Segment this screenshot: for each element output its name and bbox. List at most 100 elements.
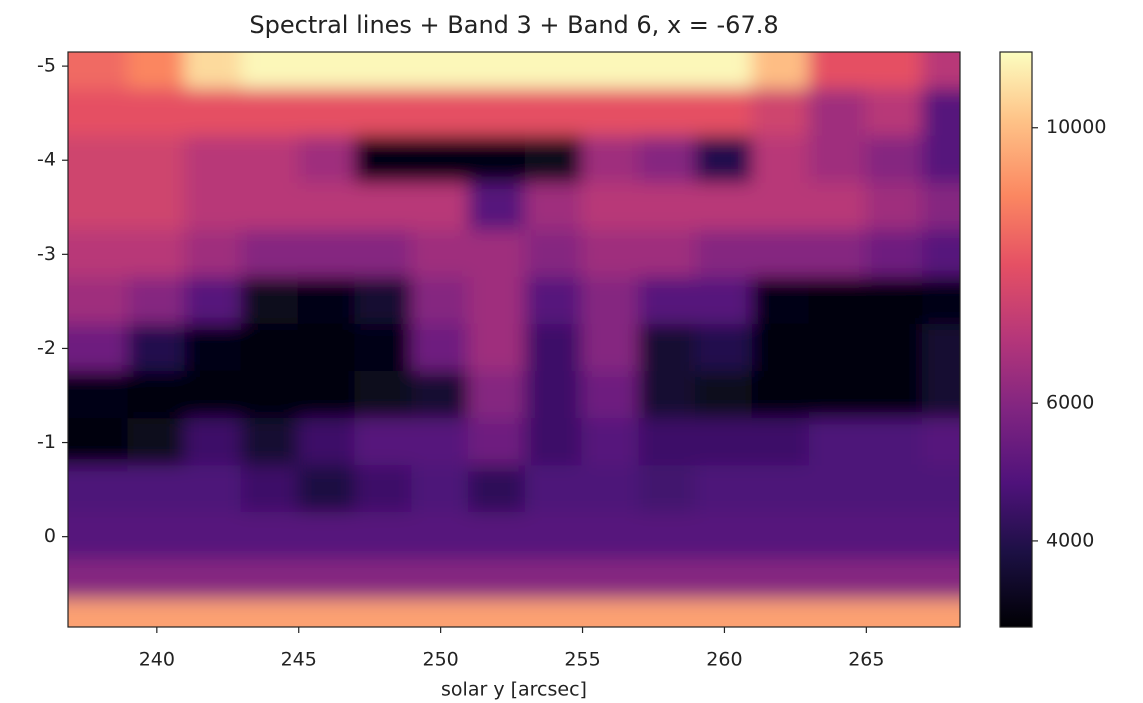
heatmap-cell xyxy=(411,135,471,185)
heatmap-cell xyxy=(411,370,471,421)
heatmap-cell xyxy=(354,512,414,562)
heatmap-cell xyxy=(922,559,960,602)
heatmap-cell xyxy=(411,599,471,627)
heatmap-cell xyxy=(808,276,868,326)
heatmap-cell xyxy=(524,135,584,185)
heatmap-cell xyxy=(695,370,754,421)
heatmap-cell xyxy=(297,465,357,515)
heatmap-cell xyxy=(524,229,584,279)
heatmap-cell xyxy=(695,276,754,326)
heatmap-cell xyxy=(411,88,471,138)
heatmap-cell xyxy=(922,512,960,562)
x-tick-label: 240 xyxy=(139,649,175,671)
heatmap xyxy=(68,52,960,627)
heatmap-cell xyxy=(524,370,584,421)
heatmap-cell xyxy=(922,88,960,138)
heatmap-cell xyxy=(751,465,811,515)
heatmap-cell xyxy=(240,229,300,279)
heatmap-cell xyxy=(524,88,584,138)
chart-title: Spectral lines + Band 3 + Band 6, x = -6… xyxy=(249,11,778,39)
heatmap-cell xyxy=(695,88,754,138)
heatmap-cell xyxy=(297,559,357,602)
heatmap-cell xyxy=(751,135,811,185)
heatmap-cell xyxy=(638,418,698,468)
heatmap-cell xyxy=(354,370,414,421)
heatmap-cell xyxy=(297,182,357,232)
heatmap-cell xyxy=(411,276,471,326)
colorbar-tick-label: 4000 xyxy=(1046,529,1094,551)
heatmap-cell xyxy=(354,599,414,627)
heatmap-cell xyxy=(184,52,243,91)
heatmap-cell xyxy=(468,229,527,279)
heatmap-cell xyxy=(68,370,130,421)
heatmap-cell xyxy=(184,276,243,326)
heatmap-cell xyxy=(184,182,243,232)
heatmap-cell xyxy=(240,465,300,515)
heatmap-cell xyxy=(354,418,414,468)
heatmap-cell xyxy=(524,182,584,232)
heatmap-cell xyxy=(524,52,584,91)
heatmap-cell xyxy=(581,276,641,326)
heatmap-cell xyxy=(695,323,754,373)
heatmap-cell xyxy=(240,599,300,627)
heatmap-cell xyxy=(68,229,130,279)
heatmap-cell xyxy=(354,88,414,138)
x-axis-label: solar y [arcsec] xyxy=(441,679,587,701)
heatmap-cell xyxy=(524,418,584,468)
heatmap-cell xyxy=(184,418,243,468)
heatmap-cell xyxy=(127,323,187,373)
heatmap-cell xyxy=(865,52,925,91)
heatmap-cell xyxy=(354,182,414,232)
heatmap-cell xyxy=(411,182,471,232)
heatmap-cell xyxy=(638,599,698,627)
heatmap-cell xyxy=(411,229,471,279)
heatmap-cell xyxy=(808,88,868,138)
heatmap-cell xyxy=(127,599,187,627)
heatmap-cell xyxy=(127,88,187,138)
heatmap-cell xyxy=(695,229,754,279)
heatmap-cell xyxy=(468,465,527,515)
heatmap-cell xyxy=(68,52,130,91)
heatmap-cell xyxy=(127,512,187,562)
heatmap-cell xyxy=(808,370,868,421)
heatmap-cell xyxy=(581,182,641,232)
heatmap-cell xyxy=(240,52,300,91)
heatmap-cell xyxy=(638,135,698,185)
plot-frame xyxy=(67,51,961,628)
colorbar-tick-label: 6000 xyxy=(1046,392,1094,414)
heatmap-cell xyxy=(184,599,243,627)
heatmap-cell xyxy=(468,135,527,185)
heatmap-cell xyxy=(865,599,925,627)
heatmap-cell xyxy=(68,182,130,232)
heatmap-cell xyxy=(581,512,641,562)
heatmap-cell xyxy=(581,323,641,373)
heatmap-cell xyxy=(297,276,357,326)
heatmap-cell xyxy=(127,135,187,185)
heatmap-cell xyxy=(184,323,243,373)
heatmap-cell xyxy=(184,559,243,602)
x-tick-label: 260 xyxy=(706,649,742,671)
heatmap-cell xyxy=(240,88,300,138)
heatmap-cell xyxy=(184,229,243,279)
heatmap-cell xyxy=(468,88,527,138)
heatmap-cell xyxy=(354,229,414,279)
heatmap-cell xyxy=(922,370,960,421)
heatmap-cell xyxy=(68,465,130,515)
heatmap-cell xyxy=(524,599,584,627)
heatmap-cell xyxy=(808,465,868,515)
heatmap-cell xyxy=(468,52,527,91)
heatmap-cell xyxy=(468,512,527,562)
heatmap-cell xyxy=(751,370,811,421)
heatmap-cell xyxy=(581,370,641,421)
heatmap-cell xyxy=(68,418,130,468)
heatmap-cell xyxy=(922,135,960,185)
heatmap-cell xyxy=(751,599,811,627)
heatmap-cell xyxy=(581,418,641,468)
heatmap-cell xyxy=(638,182,698,232)
colorbar xyxy=(1000,52,1032,627)
heatmap-cell xyxy=(354,465,414,515)
heatmap-cell xyxy=(468,599,527,627)
y-tick-label: -3 xyxy=(37,243,56,265)
colorbar-frame xyxy=(999,51,1033,628)
heatmap-cell xyxy=(751,559,811,602)
